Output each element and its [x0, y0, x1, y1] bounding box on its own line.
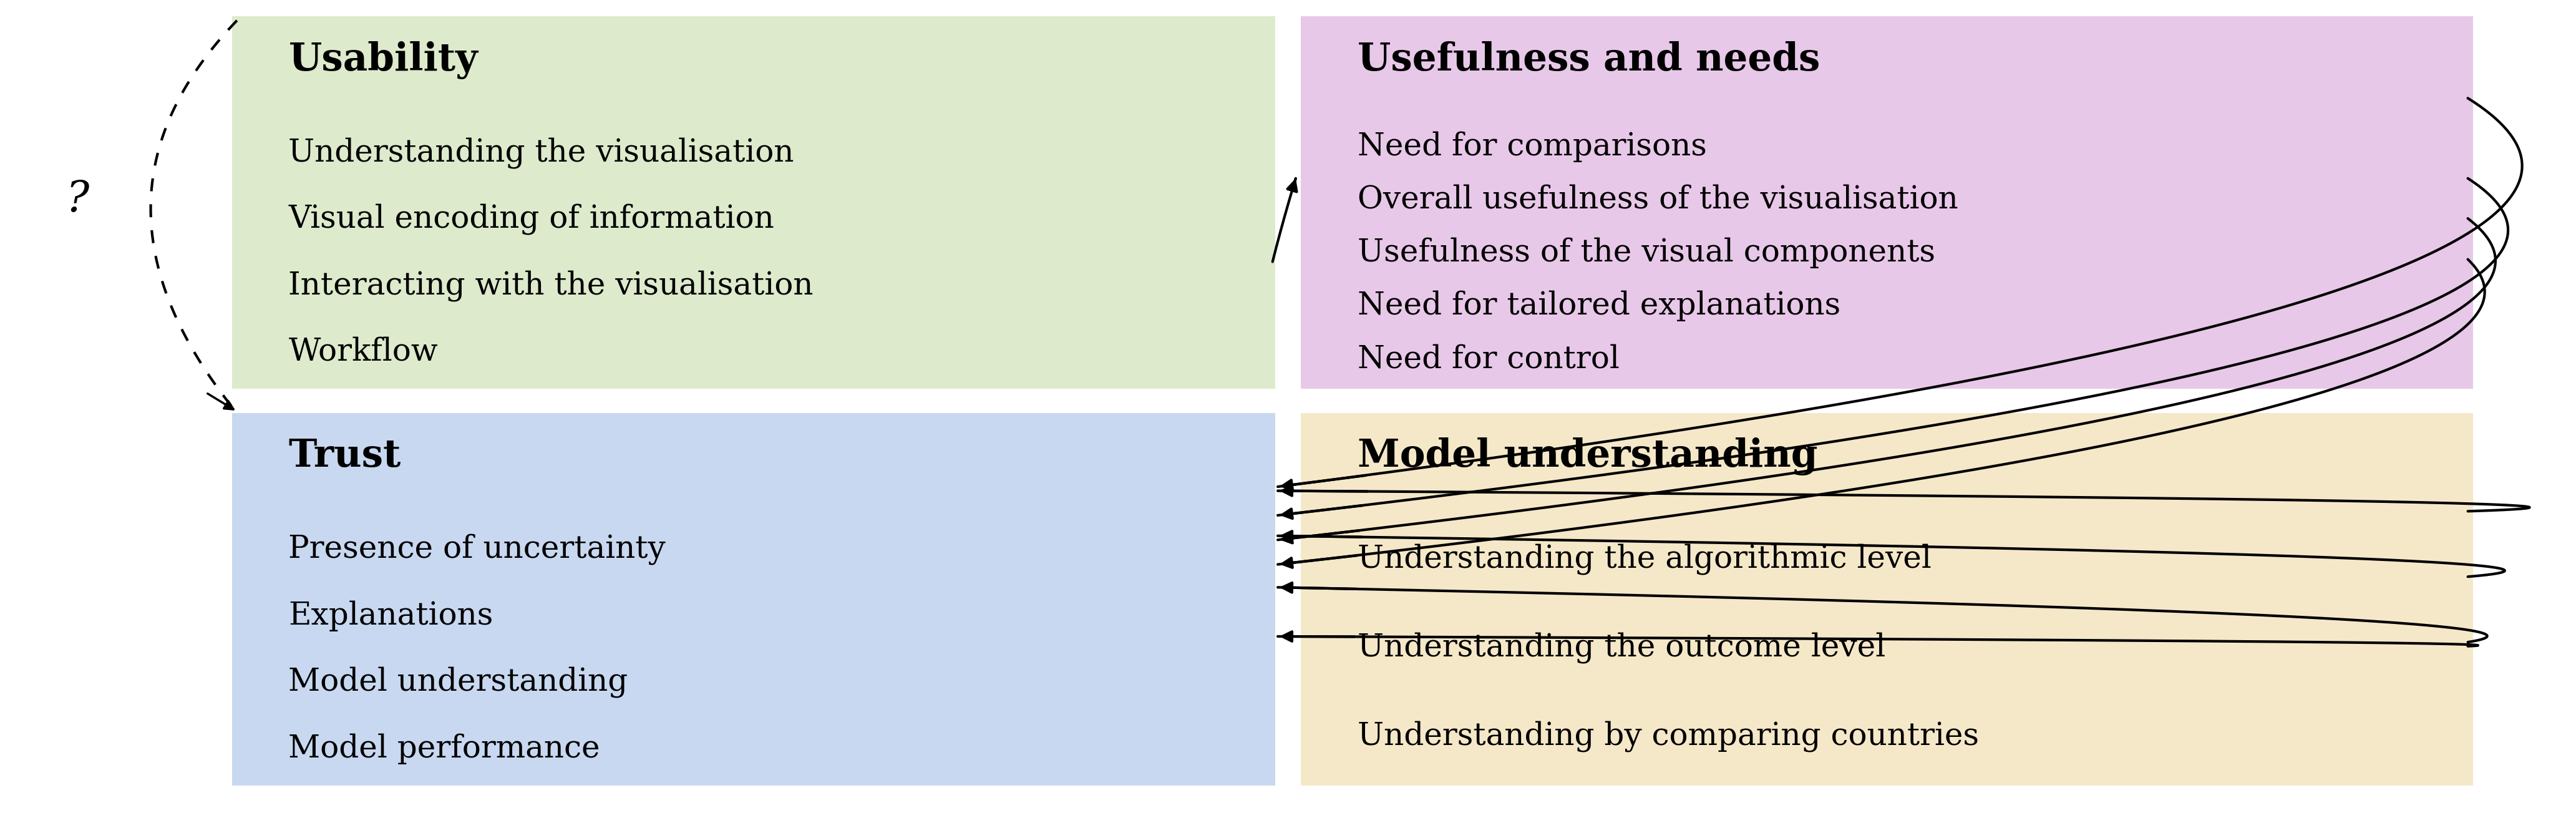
Text: Need for control: Need for control [1358, 344, 1620, 375]
Text: Visual encoding of information: Visual encoding of information [289, 204, 775, 235]
Text: Presence of uncertainty: Presence of uncertainty [289, 534, 665, 565]
Text: Trust: Trust [289, 438, 402, 475]
Text: Explanations: Explanations [289, 600, 495, 631]
Text: Model understanding: Model understanding [1358, 438, 1819, 476]
Text: Workflow: Workflow [289, 336, 438, 367]
Text: Interacting with the visualisation: Interacting with the visualisation [289, 270, 814, 301]
Text: Usability: Usability [289, 41, 479, 79]
FancyBboxPatch shape [232, 16, 1275, 389]
Text: Understanding the outcome level: Understanding the outcome level [1358, 632, 1886, 663]
Text: Usefulness of the visual components: Usefulness of the visual components [1358, 237, 1935, 268]
Text: Understanding by comparing countries: Understanding by comparing countries [1358, 721, 1978, 752]
Text: Model understanding: Model understanding [289, 667, 629, 698]
Text: Need for comparisons: Need for comparisons [1358, 131, 1708, 162]
Text: Understanding the visualisation: Understanding the visualisation [289, 137, 793, 169]
Text: Model performance: Model performance [289, 733, 600, 764]
Text: Overall usefulness of the visualisation: Overall usefulness of the visualisation [1358, 184, 1958, 215]
Text: Need for tailored explanations: Need for tailored explanations [1358, 290, 1842, 321]
FancyBboxPatch shape [232, 413, 1275, 785]
Text: Understanding the algorithmic level: Understanding the algorithmic level [1358, 544, 1932, 575]
Text: ?: ? [64, 180, 90, 221]
FancyBboxPatch shape [1301, 413, 2473, 785]
FancyBboxPatch shape [1301, 16, 2473, 389]
Text: Usefulness and needs: Usefulness and needs [1358, 41, 1821, 79]
